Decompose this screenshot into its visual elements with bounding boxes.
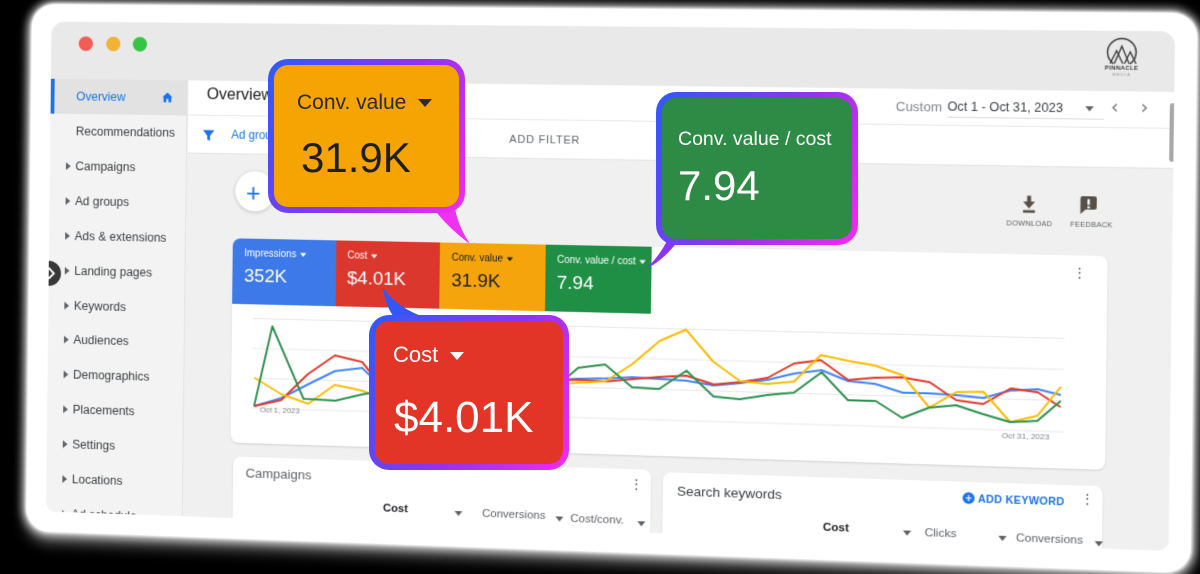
svg-text:MEDIA: MEDIA: [1112, 73, 1131, 78]
svg-text:PINNACLE: PINNACLE: [1105, 66, 1139, 73]
svg-text:Oct 1, 2023: Oct 1, 2023: [260, 405, 300, 415]
svg-text:Oct 31, 2023: Oct 31, 2023: [1002, 431, 1050, 442]
